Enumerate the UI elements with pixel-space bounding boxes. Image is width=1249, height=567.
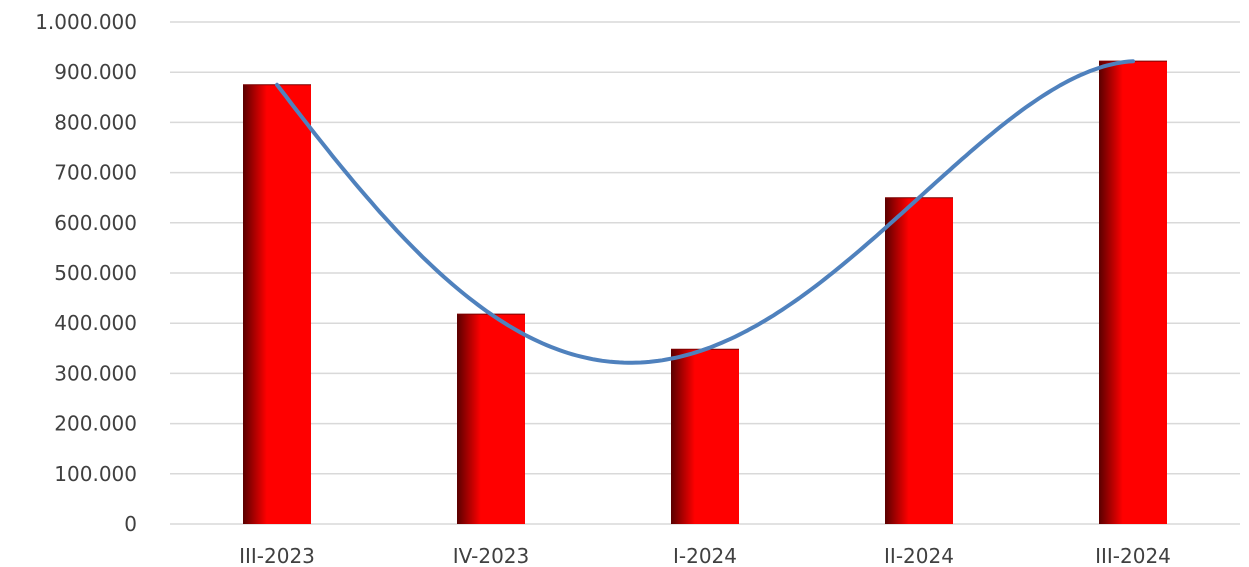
y-tick-label: 0 <box>124 512 137 536</box>
y-tick-label: 900.000 <box>54 60 137 84</box>
x-tick-label: III-2024 <box>1095 544 1171 567</box>
bar-ii-2024 <box>885 197 953 524</box>
bar-i-2024 <box>671 349 739 524</box>
x-axis-ticks: III-2023 IV-2023 I-2024 II-2024 III-2024 <box>239 544 1171 567</box>
y-tick-label: 800.000 <box>54 110 137 134</box>
y-tick-label: 200.000 <box>54 412 137 436</box>
y-tick-label: 300.000 <box>54 361 137 385</box>
trendline-group <box>275 59 1135 365</box>
x-tick-label: III-2023 <box>239 544 315 567</box>
bar-iii-2024 <box>1099 61 1167 524</box>
bars <box>243 60 1167 524</box>
y-tick-label: 600.000 <box>54 211 137 235</box>
x-tick-label: I-2024 <box>673 544 737 567</box>
y-axis-ticks: 0 100.000 200.000 300.000 400.000 500.000 600.… <box>35 10 137 536</box>
x-tick-label: II-2024 <box>884 544 954 567</box>
x-tick-label: IV-2023 <box>453 544 530 567</box>
bar-iii-2023 <box>243 84 311 524</box>
y-tick-label: 500.000 <box>54 261 137 285</box>
bar-iv-2023 <box>457 314 525 524</box>
y-tick-label: 400.000 <box>54 311 137 335</box>
y-tick-label: 100.000 <box>54 462 137 486</box>
y-tick-label: 1.000.000 <box>35 10 137 34</box>
trendline <box>275 59 1135 365</box>
gridlines <box>170 21 1240 525</box>
y-tick-label: 700.000 <box>54 161 137 185</box>
